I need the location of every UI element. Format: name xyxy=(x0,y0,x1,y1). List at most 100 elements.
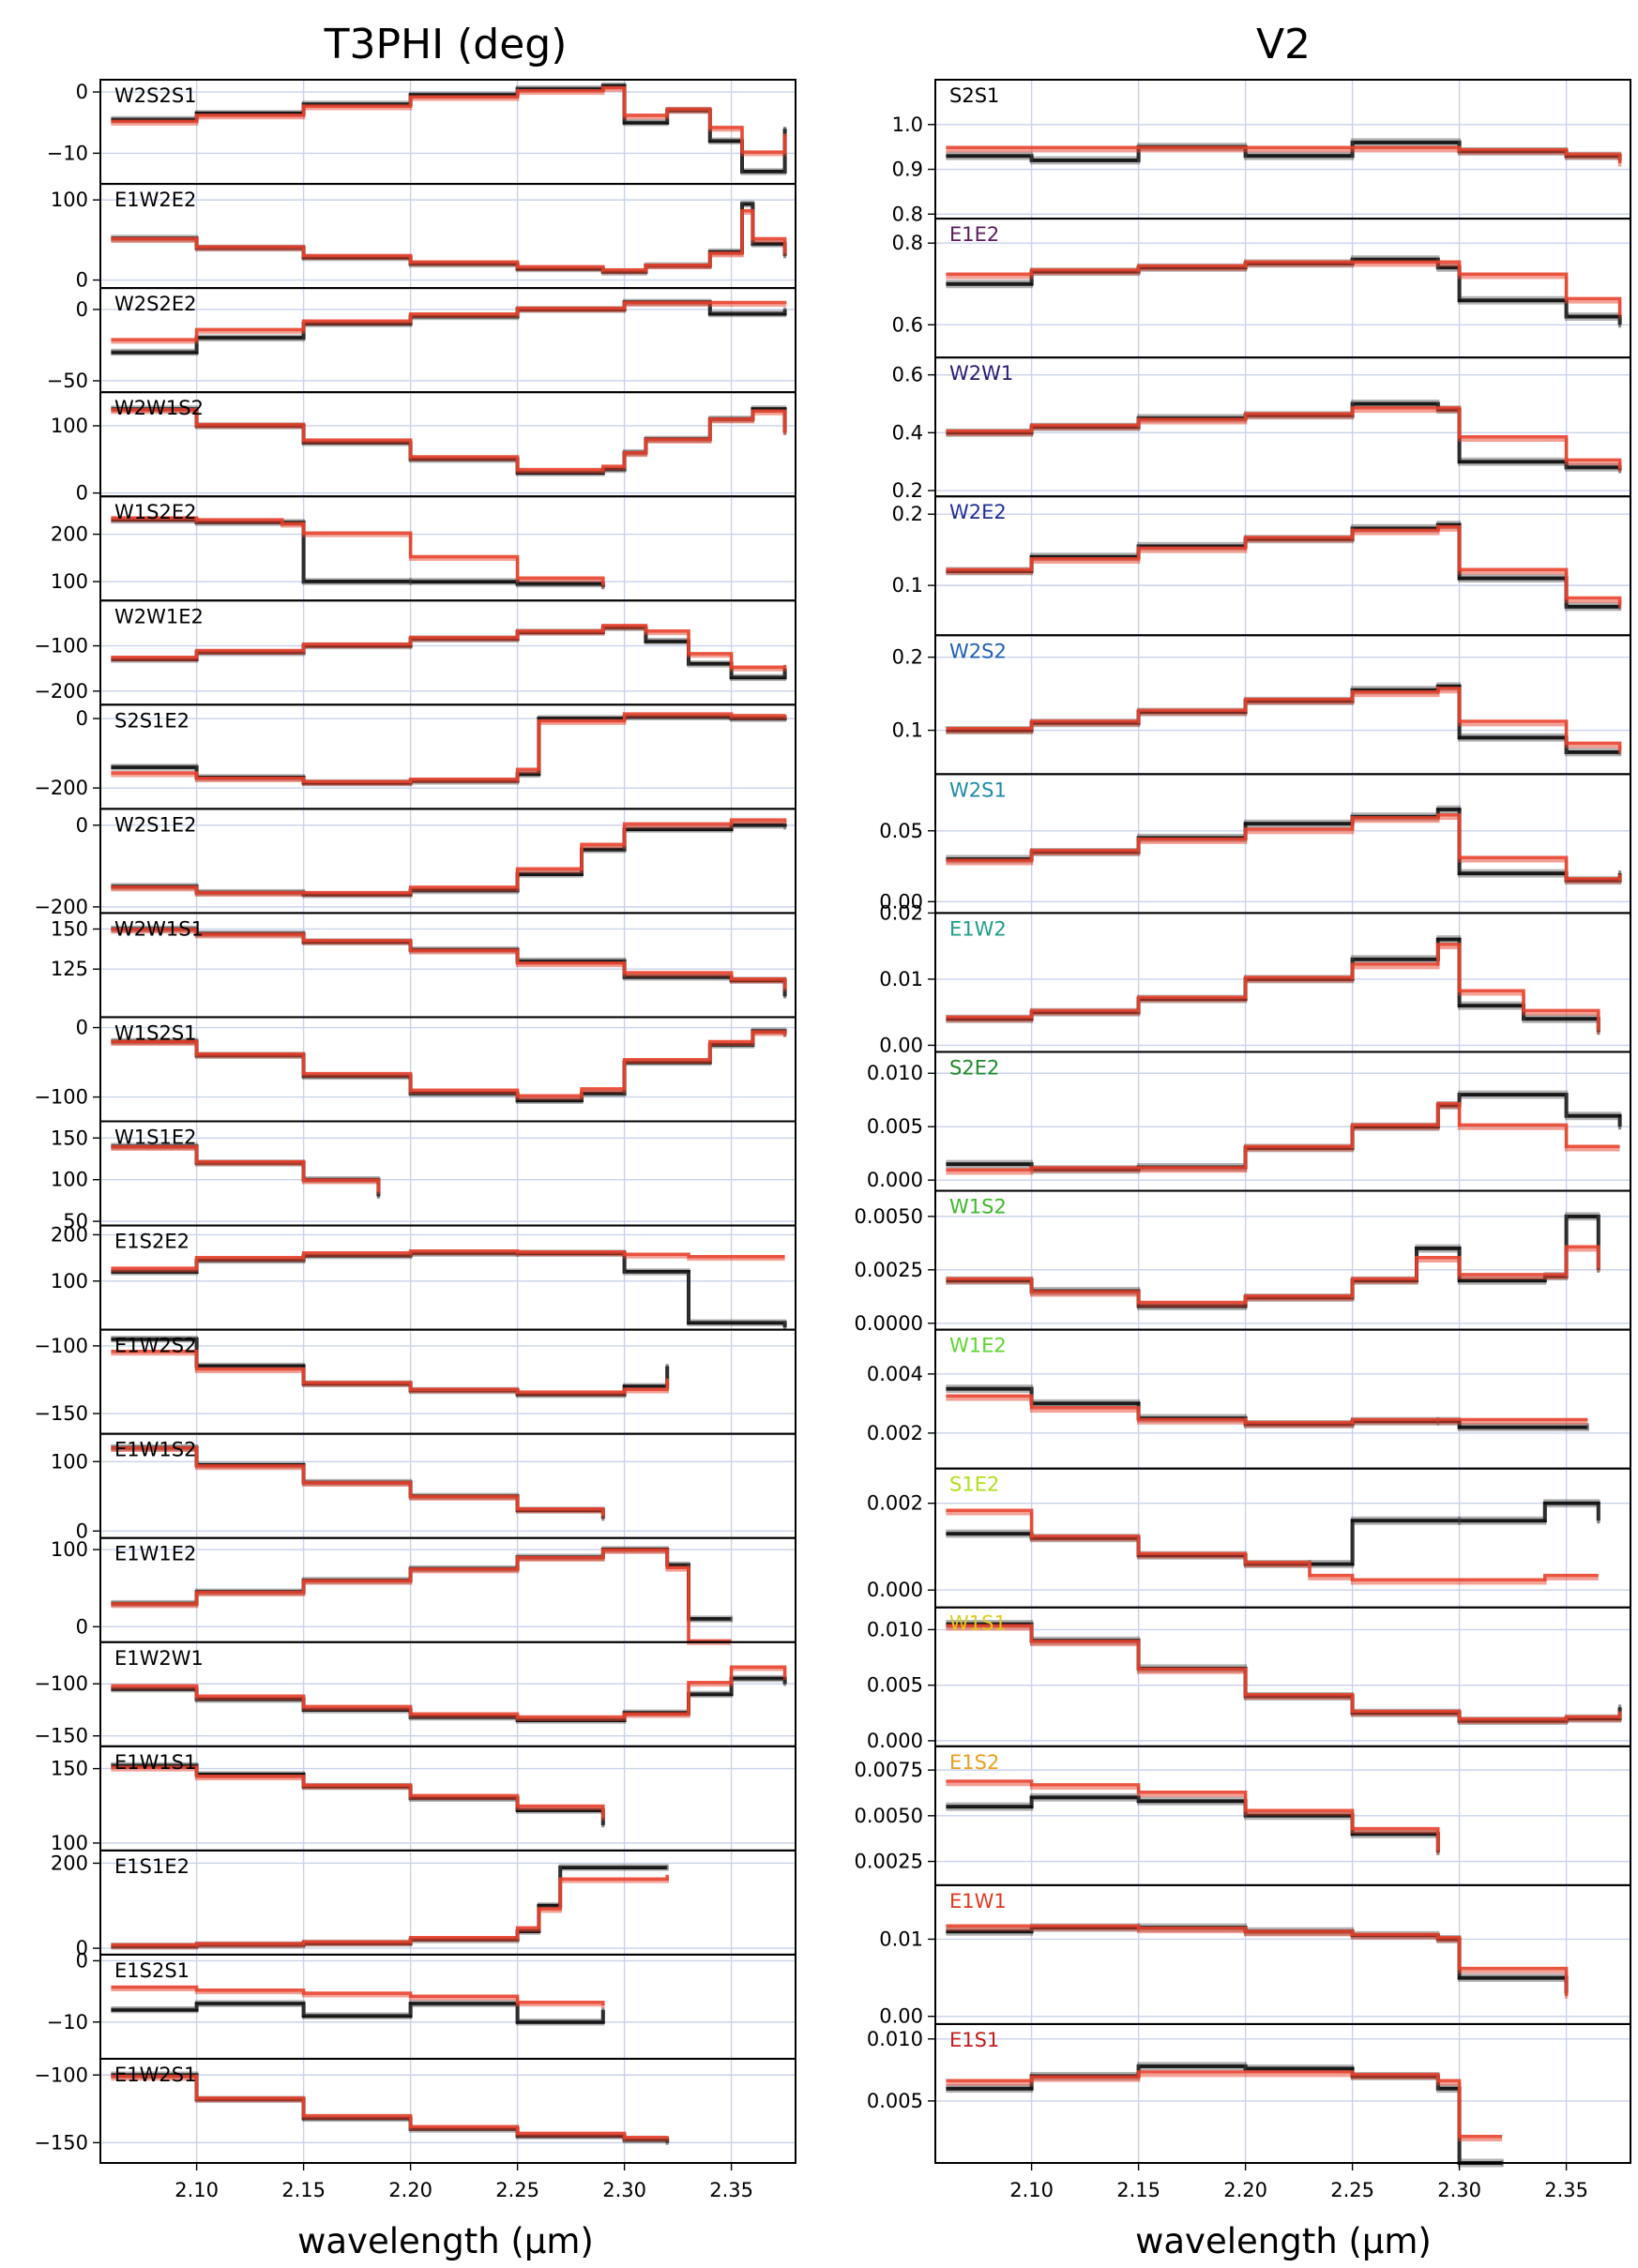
observed-series-line xyxy=(111,1763,605,1825)
y-tick-label: 100 xyxy=(51,1270,88,1293)
model-series-line xyxy=(111,516,605,585)
model-series-line xyxy=(946,149,1622,167)
y-tick-label: 0.1 xyxy=(892,719,923,742)
y-tick-label: 150 xyxy=(51,1126,88,1149)
y-tick-label: 150 xyxy=(51,917,88,940)
panel-e1w1s1: 150 100 E1W1S1 xyxy=(51,1745,796,1854)
y-tick-label: −100 xyxy=(34,1672,88,1695)
x-tick-label: 2.35 xyxy=(709,2179,753,2201)
y-tick-label: 0.0025 xyxy=(855,1851,923,1873)
observed-series-line xyxy=(946,1926,1569,1993)
panel-e1s1: 0.010 0.005 E1S1 xyxy=(867,2022,1631,2168)
y-tick-label: 0.01 xyxy=(879,968,923,990)
model-series-line xyxy=(111,712,787,784)
y-tick-label: 0.00 xyxy=(879,1034,923,1056)
model-series-line xyxy=(946,1101,1620,1172)
observed-series-line xyxy=(111,823,787,897)
panel-e1e2: 0.8 0.6 E1E2 xyxy=(892,218,1631,359)
x-tick-label: 2.30 xyxy=(602,2179,646,2201)
panel-frame xyxy=(99,1120,796,1227)
model-series-line xyxy=(946,260,1622,315)
observed-series-line xyxy=(946,935,1600,1036)
y-tick-label: 0.2 xyxy=(892,646,923,669)
panel-w2s1: 0.05 0.00 W2S1 xyxy=(879,773,1631,915)
y-tick-label: 0 xyxy=(76,1937,88,1959)
model-series-line xyxy=(111,1147,381,1195)
panel-e1s2e2: 200 100 E1S2E2 xyxy=(51,1223,796,1331)
y-tick-label: 0 xyxy=(76,1949,88,1972)
panel-label: W2S2S1 xyxy=(114,84,197,107)
panel-e1s1e2: 200 0 E1S1E2 xyxy=(51,1849,796,1959)
y-tick-label: 100 xyxy=(51,1538,88,1561)
y-tick-label: 0.2 xyxy=(892,479,923,502)
panel-frame xyxy=(934,2022,1631,2165)
panel-label: W2S2 xyxy=(949,640,1007,662)
y-tick-label: 0 xyxy=(76,814,88,837)
y-tick-label: 0.000 xyxy=(867,1579,923,1601)
x-tick-label: 2.20 xyxy=(1223,2179,1267,2201)
panel-label: E1W1S2 xyxy=(114,1439,196,1461)
model-series-line xyxy=(111,626,787,672)
observed-series-line xyxy=(111,1249,787,1330)
model-series-line xyxy=(111,88,787,157)
y-tick-label: −10 xyxy=(47,2011,88,2034)
right-x-axis-label: wavelength (μm) xyxy=(1135,2221,1432,2261)
y-tick-label: 100 xyxy=(51,1832,88,1854)
y-tick-label: 0 xyxy=(76,269,88,292)
panel-label: W2W1 xyxy=(949,362,1013,385)
observed-series-line xyxy=(946,805,1622,880)
panel-frame xyxy=(934,1883,1631,2025)
y-tick-label: 0.01 xyxy=(879,1928,923,1950)
panel-e1w1s2: 100 0 E1W1S2 xyxy=(51,1432,796,1542)
model-series-line xyxy=(111,208,787,272)
y-tick-label: 0.010 xyxy=(867,1618,923,1641)
y-tick-label: −150 xyxy=(34,2131,88,2154)
panel-label: W1S1 xyxy=(949,1612,1007,1635)
y-tick-label: −150 xyxy=(34,1725,88,1747)
y-tick-label: 0.0025 xyxy=(855,1259,923,1281)
panel-label: E1S2 xyxy=(949,1751,999,1774)
model-series-line xyxy=(946,409,1622,473)
x-tick-label: 2.35 xyxy=(1544,2179,1588,2201)
model-series-line xyxy=(946,263,1622,319)
panel-frame xyxy=(934,218,1631,359)
model-series-line xyxy=(946,1508,1599,1581)
observed-series-line xyxy=(946,1096,1622,1172)
x-tick-label: 2.25 xyxy=(495,2179,539,2201)
panel-frame xyxy=(99,391,796,498)
y-tick-label: 0.1 xyxy=(892,574,923,597)
panel-label: E1S1E2 xyxy=(114,1855,190,1878)
panel-label: E1S1 xyxy=(949,2029,999,2051)
model-series-line xyxy=(946,1928,1569,1999)
panel-label: W1S2S1 xyxy=(114,1021,197,1044)
panel-e1w2s2: −100 −150 E1W2S2 xyxy=(34,1328,796,1435)
model-series-line xyxy=(111,1249,785,1270)
panel-label: E1W2S1 xyxy=(114,2064,196,2086)
panel-label: E1W1E2 xyxy=(114,1543,196,1565)
y-tick-label: −100 xyxy=(34,1086,88,1109)
y-tick-label: −200 xyxy=(34,896,88,918)
panel-frame xyxy=(934,1606,1631,1747)
panel-frame xyxy=(934,1189,1631,1331)
y-tick-label: 0.4 xyxy=(892,421,923,444)
y-tick-label: 0.0050 xyxy=(855,1805,923,1827)
panel-w1s2: 0.0050 0.0025 0.0000 W1S2 xyxy=(855,1189,1631,1335)
left-column-title: T3PHI (deg) xyxy=(324,21,568,68)
x-tick-label: 2.15 xyxy=(281,2179,326,2201)
panel-label: E1W2 xyxy=(949,917,1007,940)
panel-w1s2s1: 0 −100 W1S2S1 xyxy=(34,1016,796,1123)
y-tick-label: 0.005 xyxy=(867,2090,923,2112)
y-tick-label: −150 xyxy=(34,1402,88,1425)
observed-series-line xyxy=(946,682,1622,755)
model-series-line xyxy=(946,945,1600,1035)
model-series-line xyxy=(111,519,605,588)
right-column-title: V2 xyxy=(1256,21,1311,68)
y-tick-label: −10 xyxy=(47,142,88,164)
panel-label: E1W2E2 xyxy=(114,189,196,211)
panel-w2s1e2: 0 −200 W2S1E2 xyxy=(34,808,796,918)
observed-series-line xyxy=(111,1548,732,1622)
panel-label: E1E2 xyxy=(949,223,999,246)
observed-series-line xyxy=(111,1550,734,1623)
panel-s2e2: 0.010 0.005 0.000 S2E2 xyxy=(867,1051,1631,1192)
